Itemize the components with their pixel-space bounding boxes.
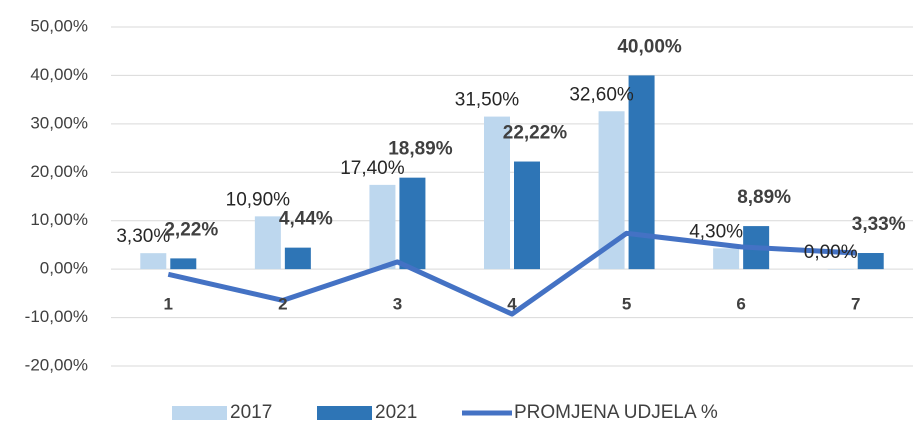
- data-label: 10,90%: [226, 189, 291, 210]
- bar: [170, 258, 197, 270]
- x-tick-label: 2: [278, 294, 287, 313]
- x-tick-label: 1: [164, 294, 173, 313]
- data-label: 22,22%: [503, 123, 568, 144]
- data-label: 2,22%: [164, 219, 218, 240]
- data-label: 18,89%: [388, 139, 453, 160]
- bar: [484, 116, 510, 270]
- y-tick-label: 0,00%: [40, 259, 88, 278]
- data-label: 4,44%: [279, 209, 333, 230]
- y-tick-label: 50,00%: [30, 16, 88, 35]
- y-tick-label: 40,00%: [30, 65, 88, 84]
- legend-swatch: [172, 406, 227, 420]
- data-label: 40,00%: [617, 36, 682, 57]
- data-label: 4,30%: [689, 221, 743, 242]
- legend-swatch: [317, 406, 372, 420]
- x-tick-label: 7: [851, 294, 860, 313]
- x-tick-label: 4: [507, 294, 517, 313]
- x-tick-label: 6: [736, 294, 745, 313]
- legend-label: 2021: [375, 402, 417, 423]
- data-label: 3,33%: [852, 214, 906, 235]
- y-tick-label: 20,00%: [30, 162, 88, 181]
- bar: [857, 253, 884, 270]
- data-label: 8,89%: [737, 187, 791, 208]
- data-label: 0,00%: [804, 242, 858, 263]
- x-tick-label: 5: [622, 294, 631, 313]
- legend-label: 2017: [230, 402, 272, 423]
- bar: [713, 248, 740, 270]
- bar: [369, 184, 396, 270]
- y-tick-label: -10,00%: [25, 307, 88, 326]
- data-label: 31,50%: [455, 90, 520, 111]
- y-tick-label: 10,00%: [30, 210, 88, 229]
- bar: [514, 161, 540, 270]
- bar: [399, 177, 426, 270]
- data-label: 32,60%: [569, 84, 634, 105]
- bar: [140, 253, 167, 270]
- line: [167, 230, 856, 317]
- y-tick-label: -20,00%: [25, 355, 88, 374]
- data-label: 17,40%: [340, 158, 405, 179]
- y-tick-label: 30,00%: [30, 113, 88, 132]
- bar: [254, 216, 281, 270]
- x-tick-label: 3: [393, 294, 402, 313]
- bar: [827, 269, 854, 270]
- legend-label: PROMJENA UDJELA %: [514, 402, 718, 423]
- data-label: 3,30%: [116, 226, 170, 247]
- bar: [284, 247, 311, 270]
